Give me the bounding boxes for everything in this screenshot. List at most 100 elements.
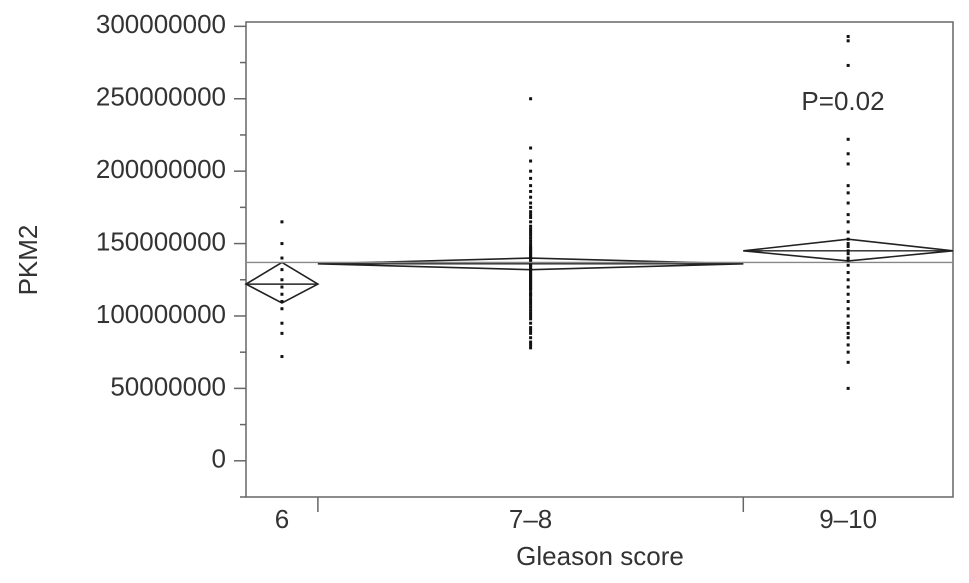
data-point xyxy=(529,305,533,309)
data-point xyxy=(846,39,850,43)
annotation: P=0.02 xyxy=(801,86,884,116)
x-tick-label: 7–8 xyxy=(509,504,552,534)
data-point xyxy=(846,213,850,217)
data-point xyxy=(846,271,850,275)
data-point xyxy=(846,360,850,364)
data-point xyxy=(280,355,284,359)
y-tick-label: 50000000 xyxy=(110,371,226,401)
data-point xyxy=(529,302,533,306)
data-point xyxy=(529,201,533,205)
data-point xyxy=(846,237,850,241)
x-tick-label: 6 xyxy=(275,504,289,534)
plot-frame xyxy=(245,21,954,498)
data-point xyxy=(529,331,533,335)
y-tick-label: 100000000 xyxy=(96,299,226,329)
data-point xyxy=(846,326,850,330)
data-point xyxy=(529,311,533,315)
data-point xyxy=(529,146,533,150)
data-point xyxy=(529,236,533,240)
data-point xyxy=(846,201,850,205)
data-point xyxy=(846,307,850,311)
data-point xyxy=(529,97,533,101)
data-point xyxy=(846,278,850,282)
data-point xyxy=(280,256,284,260)
data-point xyxy=(846,321,850,325)
data-point xyxy=(846,314,850,318)
data-point xyxy=(846,249,850,253)
data-point xyxy=(846,230,850,234)
data-point xyxy=(846,162,850,166)
data-point xyxy=(846,244,850,248)
data-point xyxy=(529,159,533,163)
data-point xyxy=(529,291,533,295)
data-point xyxy=(280,307,284,311)
data-point xyxy=(846,285,850,289)
data-point xyxy=(529,227,533,231)
data-point xyxy=(846,152,850,156)
y-tick-label: 300000000 xyxy=(96,9,226,39)
data-point xyxy=(280,321,284,325)
data-point xyxy=(846,137,850,141)
data-point xyxy=(846,350,850,354)
data-point xyxy=(846,256,850,260)
data-point xyxy=(529,184,533,188)
data-point xyxy=(529,317,533,321)
data-point xyxy=(846,184,850,188)
data-point xyxy=(846,343,850,347)
data-point xyxy=(529,321,533,325)
data-point xyxy=(529,205,533,209)
data-point xyxy=(280,278,284,282)
data-point xyxy=(529,220,533,224)
data-point xyxy=(529,326,533,330)
data-point xyxy=(846,220,850,224)
data-point xyxy=(529,230,533,234)
y-axis-label: PKM2 xyxy=(13,225,43,296)
data-point xyxy=(846,386,850,390)
data-point xyxy=(529,299,533,303)
data-point xyxy=(529,224,533,228)
data-point xyxy=(529,169,533,173)
data-point xyxy=(846,259,850,263)
data-point xyxy=(846,34,850,38)
data-point xyxy=(529,346,533,350)
data-point xyxy=(529,343,533,347)
y-tick-label: 150000000 xyxy=(96,226,226,256)
data-point xyxy=(280,299,284,303)
data-point xyxy=(846,292,850,296)
data-point xyxy=(280,242,284,246)
data-point xyxy=(529,210,533,214)
data-point xyxy=(846,242,850,246)
data-point xyxy=(529,242,533,246)
data-point xyxy=(529,328,533,332)
data-point xyxy=(529,239,533,243)
data-point xyxy=(529,233,533,237)
data-point xyxy=(280,331,284,335)
data-point xyxy=(280,285,284,289)
data-point xyxy=(529,213,533,217)
x-tick-label: 9–10 xyxy=(819,504,877,534)
data-point xyxy=(846,336,850,340)
data-point xyxy=(846,331,850,335)
y-tick-label: 250000000 xyxy=(96,82,226,112)
data-point xyxy=(529,176,533,180)
data-point xyxy=(846,63,850,67)
y-tick-label: 200000000 xyxy=(96,154,226,184)
x-axis-label: Gleason score xyxy=(516,541,684,571)
data-point xyxy=(529,308,533,312)
data-point xyxy=(529,195,533,199)
data-point xyxy=(280,292,284,296)
data-point xyxy=(529,244,533,248)
data-point xyxy=(529,314,533,318)
data-point xyxy=(529,336,533,340)
data-point xyxy=(529,297,533,301)
data-point xyxy=(846,252,850,256)
data-point xyxy=(529,340,533,344)
data-point xyxy=(280,220,284,224)
data-point xyxy=(529,189,533,193)
data-point xyxy=(280,268,284,272)
data-point xyxy=(529,216,533,220)
y-tick-label: 0 xyxy=(212,444,226,474)
data-point xyxy=(846,191,850,195)
data-point xyxy=(846,299,850,303)
